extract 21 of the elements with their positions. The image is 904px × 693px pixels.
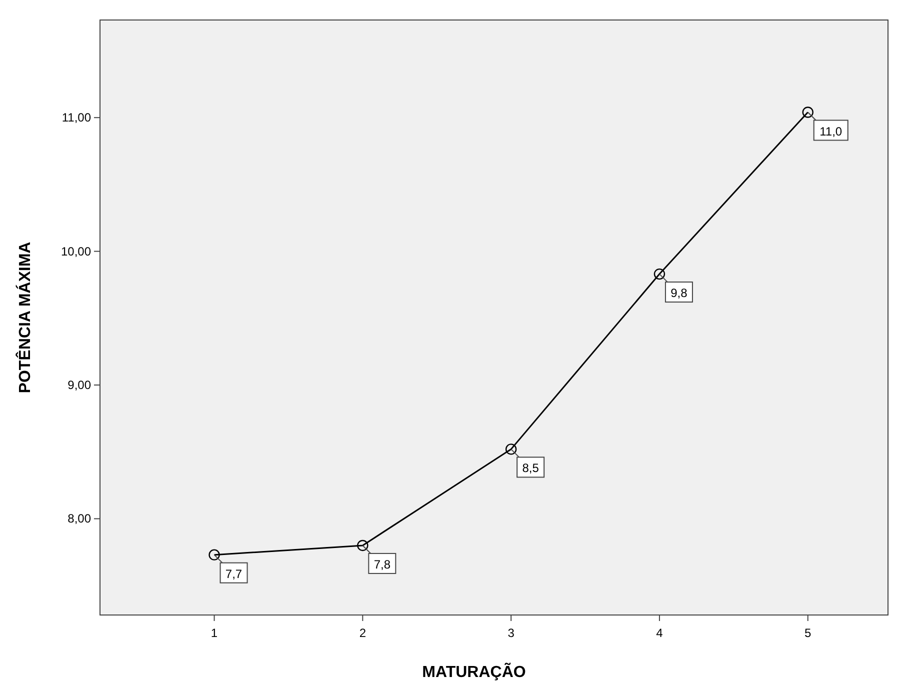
y-tick-label: 11,00 [62,110,92,125]
x-tick-label: 4 [656,626,664,640]
x-tick-label: 5 [804,626,812,640]
data-label: 11,0 [820,124,842,138]
data-label: 7,8 [374,557,391,572]
point [505,444,517,455]
y-tick-label: 8,00 [68,512,92,526]
y-axis-title: POTÊNCIA MÁXIMA [15,241,34,394]
data-label: 8,5 [522,461,540,476]
point [654,268,666,280]
point [208,549,220,560]
data-label: 7,7 [225,566,242,581]
y-tick-label: 9,00 [68,378,92,392]
x-tick-label: 2 [359,626,366,640]
point [357,540,368,552]
data-label: 9,8 [670,286,688,300]
x-tick-label: 1 [210,626,218,640]
x-axis-title: MATURAÇÃO [422,662,526,681]
y-tick-label: 10,00 [60,244,92,258]
x-tick-label: 3 [508,626,515,640]
point [802,106,814,118]
